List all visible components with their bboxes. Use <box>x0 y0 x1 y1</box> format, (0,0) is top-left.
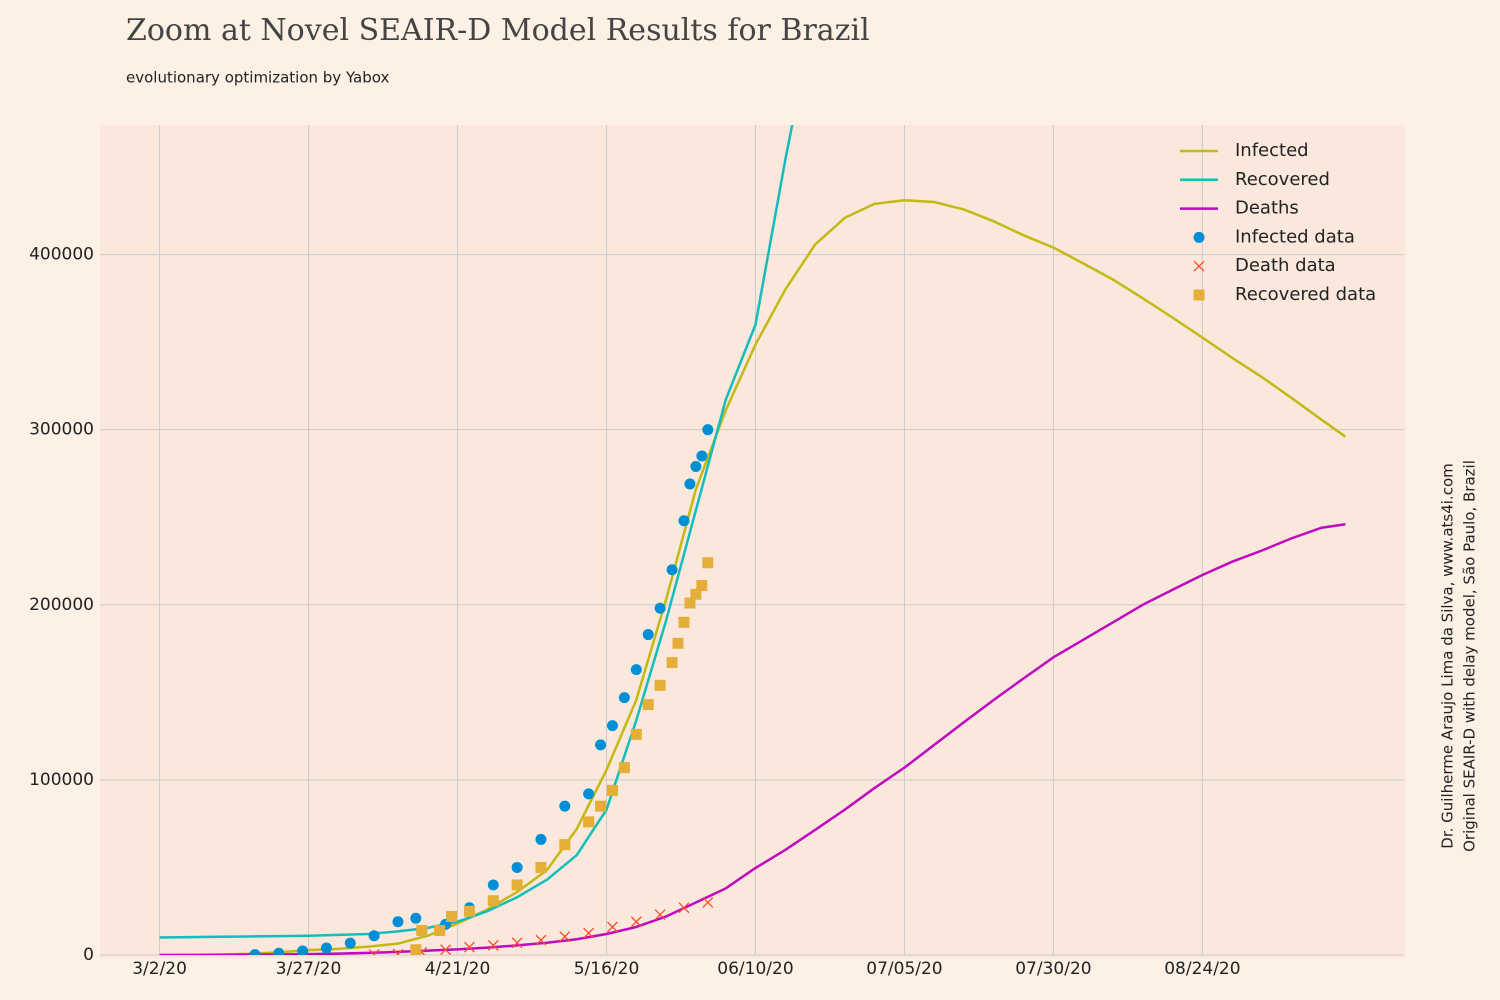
data-point <box>463 905 475 917</box>
legend-swatch <box>1193 231 1205 243</box>
legend-swatch <box>1193 260 1205 272</box>
data-point <box>463 941 475 953</box>
data-point <box>446 910 458 922</box>
y-tick-label: 0 <box>83 945 94 965</box>
data-point <box>606 784 618 796</box>
data-point <box>642 699 654 711</box>
data-point <box>702 557 714 569</box>
data-point <box>606 720 618 732</box>
data-point <box>702 424 714 436</box>
data-point <box>344 937 356 949</box>
legend-label: Deaths <box>1235 198 1299 219</box>
data-point <box>559 800 571 812</box>
data-point <box>535 861 547 873</box>
data-point <box>368 930 380 942</box>
data-point <box>595 739 607 751</box>
data-point <box>630 916 642 928</box>
data-point <box>440 944 452 955</box>
data-point <box>702 897 714 908</box>
data-point <box>684 478 696 490</box>
data-point <box>618 762 630 774</box>
data-point <box>511 937 523 949</box>
data-point <box>416 924 428 936</box>
data-point <box>654 679 666 691</box>
data-point <box>487 895 499 907</box>
data-point <box>690 460 702 472</box>
data-point <box>583 927 595 939</box>
data-point <box>559 839 571 851</box>
data-point <box>654 909 666 921</box>
data-point <box>690 588 702 600</box>
data-point <box>678 616 690 628</box>
data-point <box>666 657 678 669</box>
data-point <box>297 945 309 955</box>
data-point <box>642 629 654 641</box>
data-point <box>630 664 642 676</box>
data-point <box>672 637 684 649</box>
data-point <box>678 515 690 527</box>
chart-title: Zoom at Novel SEAIR-D Model Results for … <box>126 13 870 48</box>
data-point <box>410 912 422 924</box>
data-point <box>368 949 380 955</box>
y-tick-label: 200000 <box>29 595 94 615</box>
data-point <box>434 924 446 936</box>
data-point <box>487 879 499 891</box>
y-tick-label: 300000 <box>29 420 94 440</box>
x-tick-label: 3/2/20 <box>132 959 187 979</box>
data-point <box>392 948 404 955</box>
legend-label: Recovered <box>1235 169 1330 190</box>
data-point <box>696 450 708 462</box>
x-tick-label: 08/24/20 <box>1164 959 1240 979</box>
x-tick-label: 4/21/20 <box>425 959 491 979</box>
data-point <box>535 934 547 946</box>
chart-subtitle: evolutionary optimization by Yabox <box>126 69 389 87</box>
legend-label: Death data <box>1235 255 1336 276</box>
x-tick-label: 06/10/20 <box>717 959 793 979</box>
x-tick-label: 5/16/20 <box>574 959 640 979</box>
annotation: Original SEAIR-D with delay model, São P… <box>1461 460 1479 852</box>
data-point <box>630 728 642 740</box>
data-point <box>684 597 696 609</box>
data-point <box>618 692 630 704</box>
data-point <box>678 902 690 914</box>
data-point <box>320 942 332 954</box>
data-point <box>583 816 595 828</box>
data-point <box>487 939 499 951</box>
legend-label: Recovered data <box>1235 284 1376 305</box>
plot-area <box>100 125 1405 958</box>
data-point <box>392 916 404 928</box>
data-point <box>511 861 523 873</box>
data-point <box>654 602 666 614</box>
x-tick-label: 07/05/20 <box>866 959 942 979</box>
y-tick-label: 100000 <box>29 770 94 790</box>
data-point <box>535 833 547 845</box>
model-line <box>159 125 794 939</box>
data-point <box>595 800 607 812</box>
x-tick-label: 07/30/20 <box>1015 959 1091 979</box>
y-tick-label: 400000 <box>29 245 94 265</box>
x-tick-label: 3/27/20 <box>276 959 342 979</box>
data-point <box>410 944 422 955</box>
model-line <box>159 199 1347 955</box>
legend-label: Infected <box>1235 140 1309 161</box>
legend-label: Infected data <box>1235 226 1355 247</box>
data-point <box>583 788 595 800</box>
model-line <box>159 523 1346 955</box>
annotation: Dr. Guilherme Araujo Lima da Silva, www.… <box>1439 463 1457 848</box>
data-point <box>511 879 523 891</box>
data-point <box>696 580 708 592</box>
data-point <box>559 931 571 943</box>
data-point <box>249 949 261 955</box>
data-point <box>273 947 285 955</box>
legend-swatch <box>1193 289 1205 301</box>
data-point <box>607 921 618 933</box>
data-point <box>666 564 678 576</box>
